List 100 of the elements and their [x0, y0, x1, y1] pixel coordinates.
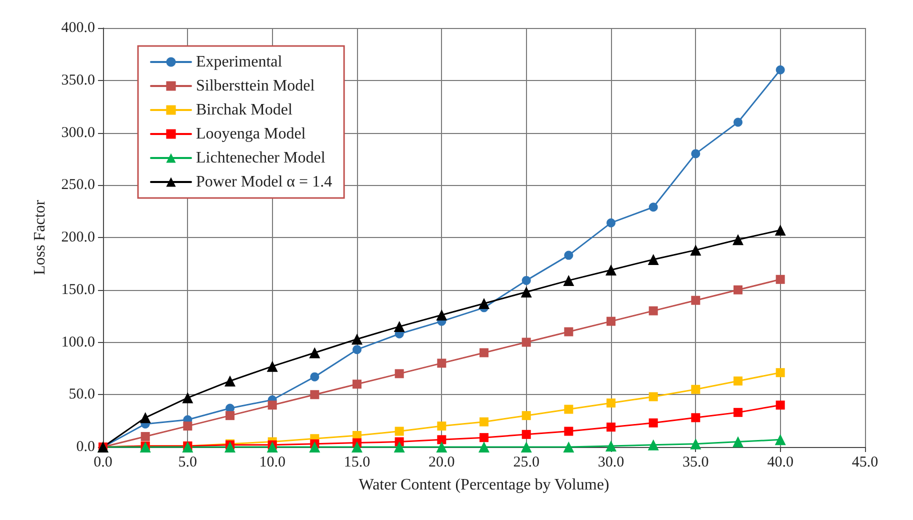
point	[563, 274, 574, 286]
legend-label: Experimental	[196, 54, 283, 70]
point	[352, 442, 362, 452]
point	[774, 434, 786, 446]
point	[520, 286, 532, 298]
point	[691, 296, 700, 305]
point	[691, 149, 700, 158]
point	[140, 432, 150, 442]
point	[436, 442, 448, 452]
point	[352, 380, 362, 389]
point	[648, 306, 658, 316]
point	[309, 347, 320, 358]
legend-label: Looyenga Model	[196, 126, 306, 142]
point	[774, 224, 786, 236]
point	[734, 285, 742, 294]
point	[394, 321, 405, 332]
point	[310, 372, 320, 382]
point	[394, 426, 404, 436]
y-tick-label: 350.0	[61, 72, 95, 88]
point	[480, 417, 488, 426]
y-tick-label: 200.0	[61, 230, 95, 246]
point	[606, 398, 616, 408]
point	[776, 65, 785, 74]
point	[776, 274, 785, 284]
point	[480, 348, 488, 358]
y-tick-label: 250.0	[61, 177, 95, 194]
x-tick-label: 25.0	[513, 454, 540, 470]
point	[478, 442, 490, 452]
point	[734, 408, 742, 417]
point	[436, 310, 448, 321]
y-tick-label: 100.0	[61, 334, 95, 350]
point	[776, 400, 785, 410]
point	[394, 369, 404, 378]
point	[394, 442, 405, 452]
x-tick-label: 20.0	[428, 454, 455, 470]
point	[352, 334, 362, 345]
point	[734, 118, 742, 127]
point	[309, 442, 320, 452]
point	[648, 254, 659, 265]
point	[606, 218, 616, 228]
point	[268, 400, 277, 410]
point	[732, 436, 744, 448]
x-tick-label: 40.0	[767, 454, 794, 470]
point	[224, 376, 236, 387]
point	[690, 244, 702, 256]
point	[606, 422, 616, 432]
point	[564, 404, 574, 414]
point	[691, 413, 700, 422]
x-tick-label: 5.0	[178, 454, 198, 470]
point	[606, 264, 616, 276]
x-axis-title: Water Content (Percentage by Volume)	[358, 476, 610, 494]
point	[183, 422, 192, 431]
point	[266, 442, 278, 452]
point	[140, 412, 151, 424]
point	[266, 360, 278, 372]
y-tick-label: 0.0	[76, 439, 95, 455]
point	[224, 442, 236, 452]
legend-label: Birchak Model	[196, 102, 293, 118]
point	[520, 442, 532, 452]
legend-label: Silbersttein Model	[196, 78, 316, 94]
point	[564, 250, 574, 260]
point	[437, 422, 446, 431]
point	[606, 440, 616, 452]
x-tick-label: 15.0	[344, 454, 370, 470]
point	[648, 418, 658, 428]
point	[352, 345, 362, 354]
legend-label: Power Model α = 1.4	[196, 174, 332, 190]
x-tick-label: 35.0	[682, 454, 709, 470]
point	[564, 426, 574, 436]
point	[691, 384, 700, 394]
point	[478, 298, 490, 309]
x-tick-label: 30.0	[598, 454, 624, 470]
point	[563, 442, 574, 452]
y-axis-title: Loss Factor	[32, 199, 48, 276]
point	[226, 411, 234, 420]
point	[690, 438, 702, 450]
point	[437, 435, 446, 444]
point	[732, 234, 744, 246]
point	[522, 338, 531, 347]
point	[776, 368, 785, 378]
x-tick-label: 10.0	[259, 454, 286, 470]
point	[734, 376, 742, 386]
y-tick-label: 50.0	[68, 386, 95, 403]
point	[182, 392, 194, 404]
point	[522, 430, 531, 439]
y-tick-label: 300.0	[61, 124, 95, 141]
point	[522, 276, 531, 285]
y-tick-label: 150.0	[61, 282, 95, 298]
x-tick-label: 0.0	[94, 454, 112, 470]
point	[437, 358, 446, 368]
point	[648, 392, 658, 402]
point	[480, 433, 488, 442]
point	[606, 316, 616, 326]
point	[648, 202, 658, 212]
y-tick-label: 400.0	[61, 20, 95, 36]
point	[310, 390, 320, 400]
point	[648, 439, 659, 450]
legend-label: Lichtenecher Model	[196, 150, 326, 166]
x-tick-label: 45.0	[852, 454, 878, 470]
point	[564, 327, 574, 336]
